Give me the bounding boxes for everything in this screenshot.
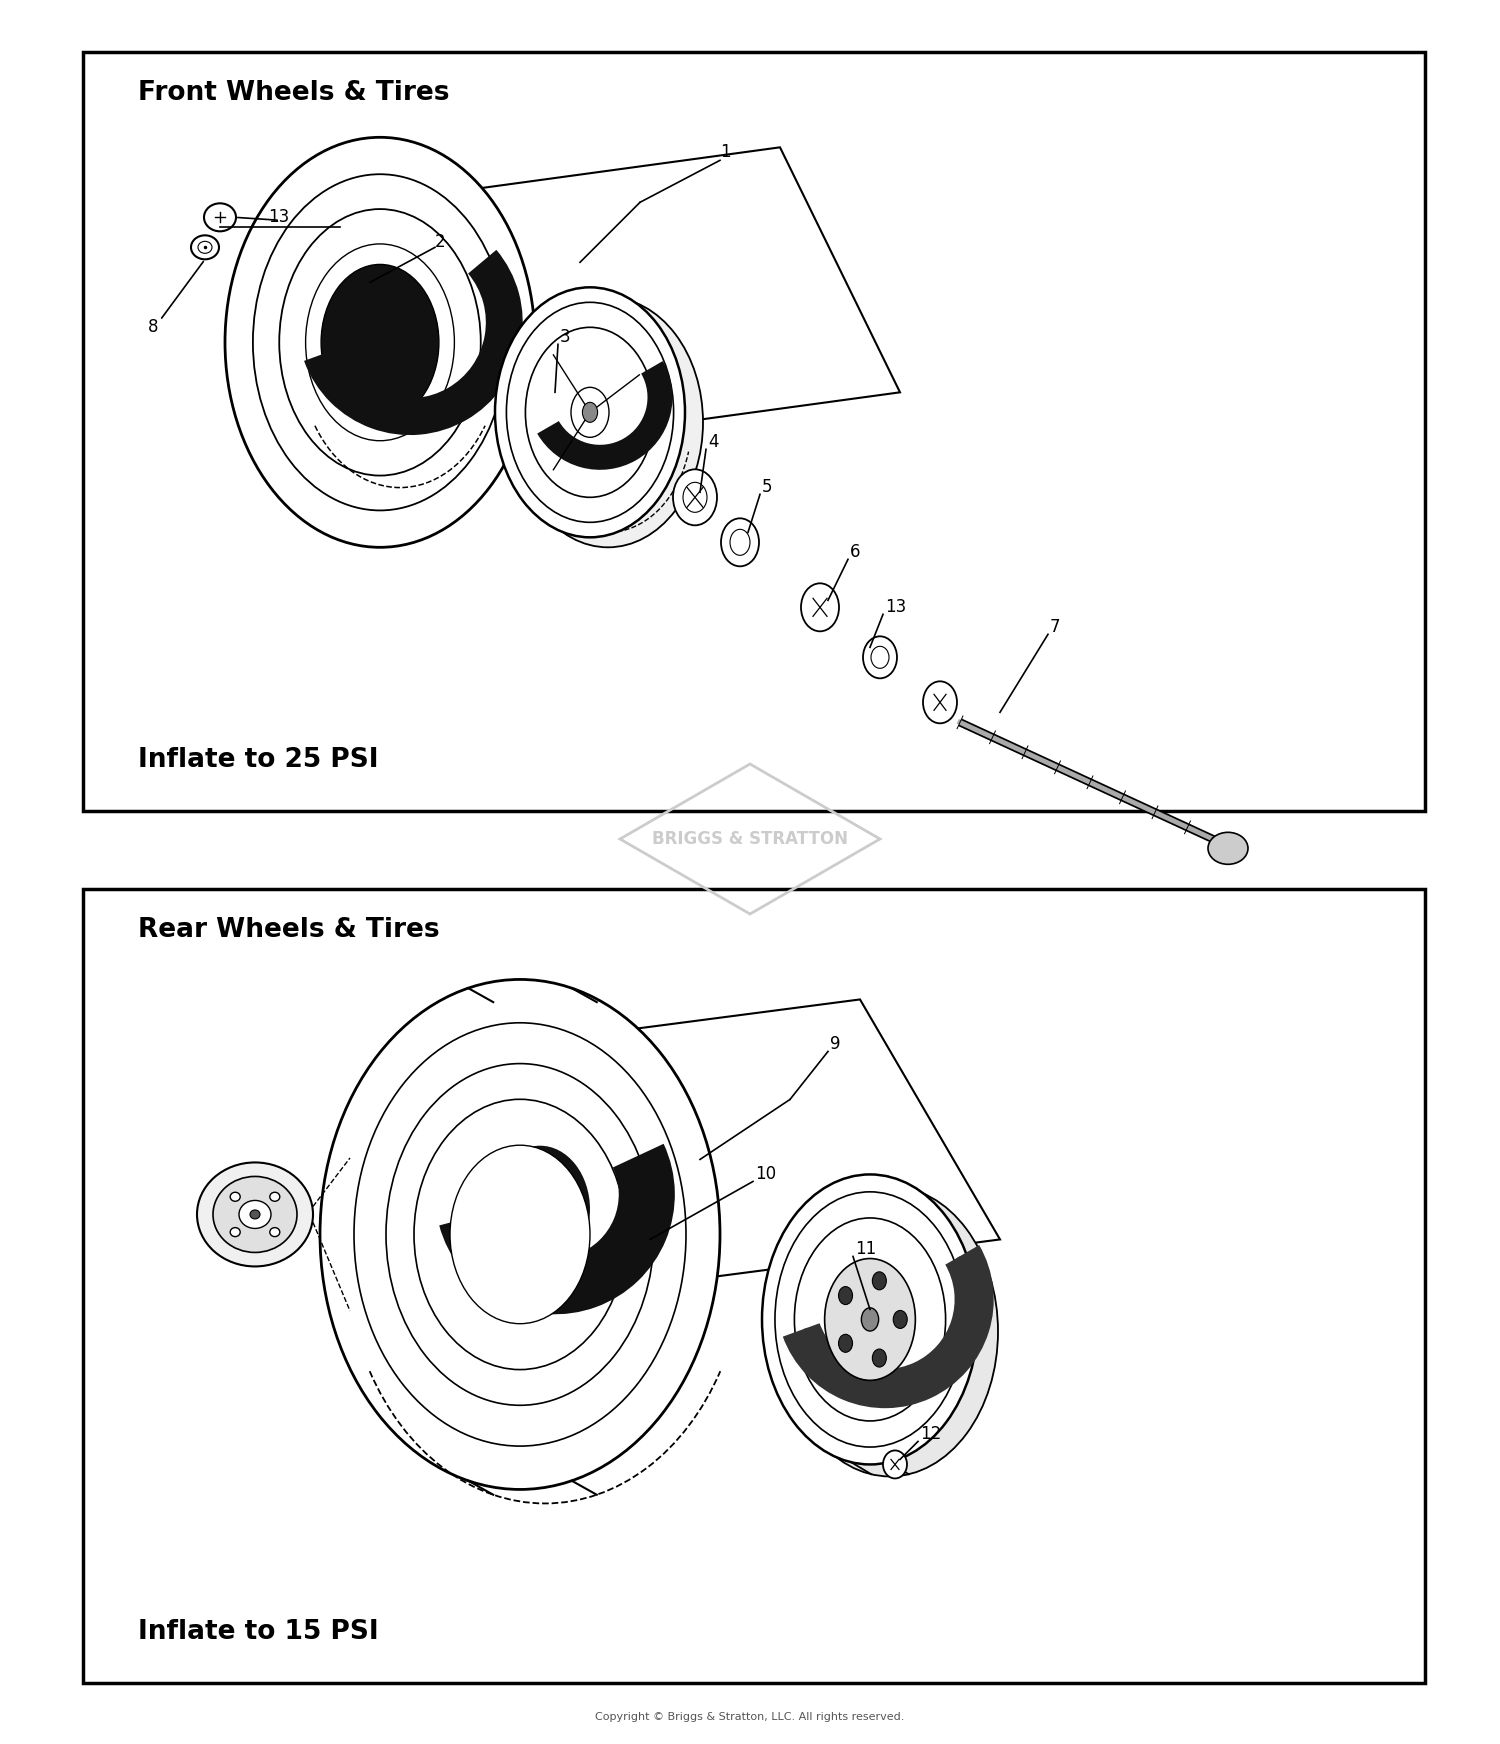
Text: 1: 1 [720, 143, 730, 160]
Text: 12: 12 [920, 1425, 942, 1444]
Ellipse shape [525, 328, 654, 497]
Ellipse shape [762, 1174, 978, 1465]
Ellipse shape [320, 980, 720, 1489]
Polygon shape [400, 999, 1000, 1299]
Ellipse shape [801, 582, 838, 631]
Ellipse shape [572, 387, 609, 438]
Ellipse shape [1208, 832, 1248, 865]
Text: 13: 13 [268, 208, 290, 227]
Ellipse shape [873, 1350, 886, 1367]
Ellipse shape [776, 1191, 964, 1448]
Text: 5: 5 [762, 478, 772, 497]
Text: Copyright © Briggs & Stratton, LLC. All rights reserved.: Copyright © Briggs & Stratton, LLC. All … [596, 1713, 904, 1721]
Text: Inflate to 25 PSI: Inflate to 25 PSI [138, 746, 378, 773]
Ellipse shape [682, 483, 706, 513]
Ellipse shape [254, 174, 507, 511]
Ellipse shape [196, 1163, 314, 1266]
Text: 2: 2 [435, 234, 445, 251]
Ellipse shape [279, 209, 480, 476]
Ellipse shape [386, 1064, 654, 1406]
Ellipse shape [238, 1200, 272, 1228]
Text: 10: 10 [754, 1165, 776, 1184]
Text: 4: 4 [708, 433, 718, 452]
Ellipse shape [862, 637, 897, 678]
Ellipse shape [782, 1186, 998, 1477]
Ellipse shape [873, 1271, 886, 1291]
Ellipse shape [795, 1217, 945, 1421]
Text: 7: 7 [1050, 619, 1060, 637]
Ellipse shape [213, 1177, 297, 1252]
Ellipse shape [354, 1022, 686, 1446]
Ellipse shape [582, 403, 597, 422]
Text: Rear Wheels & Tires: Rear Wheels & Tires [138, 917, 440, 944]
Ellipse shape [884, 1451, 908, 1479]
Bar [82, 889, 1425, 1683]
Ellipse shape [495, 288, 686, 537]
Ellipse shape [270, 1228, 280, 1236]
Wedge shape [440, 1144, 675, 1315]
Ellipse shape [270, 1193, 280, 1202]
Ellipse shape [190, 235, 219, 260]
Ellipse shape [730, 530, 750, 555]
Ellipse shape [922, 682, 957, 724]
Polygon shape [340, 146, 900, 452]
Ellipse shape [871, 647, 889, 668]
Ellipse shape [414, 1099, 626, 1369]
Ellipse shape [674, 469, 717, 525]
Ellipse shape [507, 302, 674, 521]
Text: BRIGGS & STRATTON: BRIGGS & STRATTON [652, 830, 847, 848]
Text: 8: 8 [148, 319, 159, 337]
Text: 11: 11 [855, 1240, 876, 1259]
Ellipse shape [225, 138, 536, 548]
Ellipse shape [490, 1146, 590, 1273]
Ellipse shape [825, 1259, 915, 1380]
Wedge shape [802, 1256, 972, 1386]
Wedge shape [537, 361, 672, 469]
Text: 9: 9 [830, 1036, 840, 1053]
Ellipse shape [306, 244, 454, 441]
Ellipse shape [198, 241, 211, 253]
Text: 6: 6 [850, 544, 861, 562]
Ellipse shape [513, 296, 703, 548]
Ellipse shape [230, 1193, 240, 1202]
Text: 3: 3 [560, 328, 570, 347]
Ellipse shape [321, 265, 440, 420]
Wedge shape [304, 249, 522, 434]
Bar [82, 52, 1425, 811]
Ellipse shape [450, 1146, 590, 1324]
Ellipse shape [839, 1287, 852, 1305]
Text: Front Wheels & Tires: Front Wheels & Tires [138, 80, 448, 106]
Ellipse shape [204, 204, 236, 232]
Ellipse shape [251, 1210, 260, 1219]
Ellipse shape [839, 1334, 852, 1352]
Ellipse shape [861, 1308, 879, 1331]
Ellipse shape [230, 1228, 240, 1236]
Ellipse shape [722, 518, 759, 567]
Wedge shape [783, 1245, 993, 1407]
Ellipse shape [892, 1310, 908, 1329]
Text: 13: 13 [885, 598, 906, 616]
Text: Inflate to 15 PSI: Inflate to 15 PSI [138, 1618, 378, 1645]
